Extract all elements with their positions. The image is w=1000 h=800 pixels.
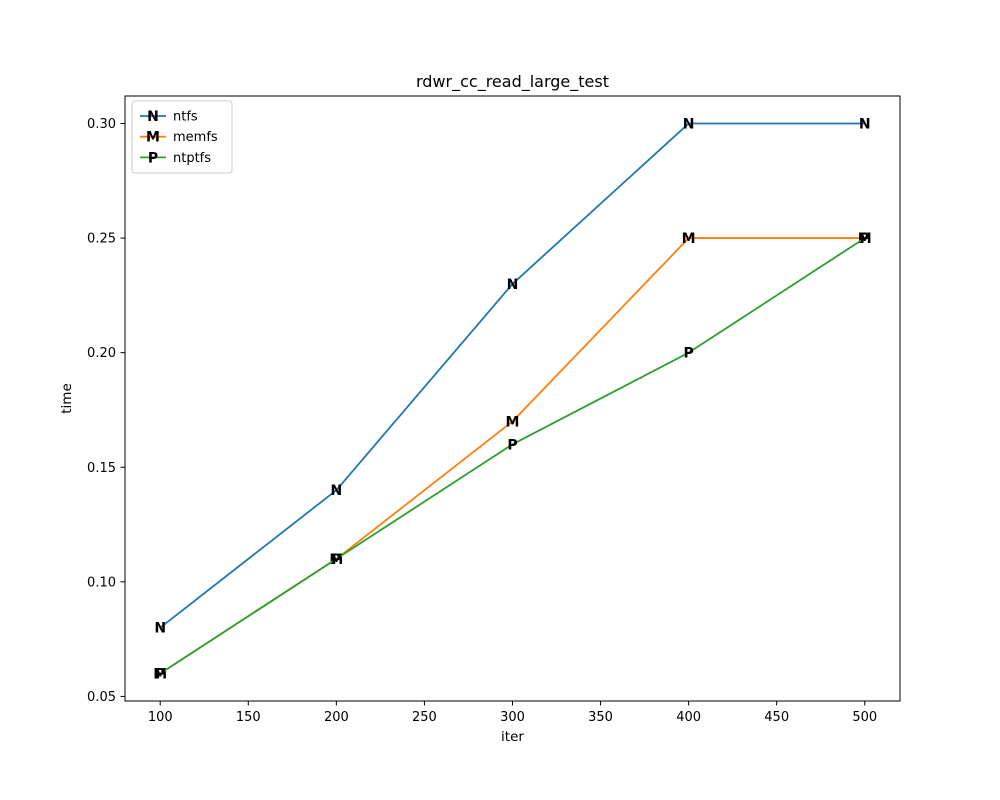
x-tick-label: 350	[588, 710, 613, 725]
x-tick-label: 250	[412, 710, 437, 725]
y-tick-label: 0.20	[87, 346, 116, 361]
series-ntptfs-marker: P	[155, 667, 165, 683]
y-axis: 0.05 0.10 0.15 0.20 0.25 0.30	[87, 117, 125, 705]
x-tick-label: 400	[676, 710, 701, 725]
y-tick-label: 0.30	[87, 117, 116, 132]
x-axis: 100 150 200 250 300 350 400 450 500	[148, 701, 877, 725]
series-memfs-line	[159, 237, 866, 675]
legend-label: ntptfs	[173, 151, 211, 166]
series-ntptfs-line	[159, 237, 866, 675]
x-tick-label: 100	[148, 710, 173, 725]
series-ntptfs-marker: P	[507, 437, 517, 453]
x-tick-label: 300	[500, 710, 525, 725]
plot-border	[124, 95, 901, 702]
series-memfs-marker: M	[682, 231, 696, 247]
legend-label: memfs	[173, 130, 218, 145]
x-tick-label: 150	[236, 710, 261, 725]
x-tick-label: 500	[852, 710, 877, 725]
legend-marker-P: P	[148, 150, 158, 166]
series-ntfs-marker: N	[154, 621, 166, 637]
series-memfs-marker: M	[506, 414, 520, 430]
series-ntptfs-marker: P	[684, 346, 694, 362]
legend-label: ntfs	[173, 110, 198, 125]
series-ntfs-marker: N	[859, 117, 871, 133]
y-tick-label: 0.05	[87, 690, 116, 705]
y-tick-label: 0.10	[87, 575, 116, 590]
chart-title: rdwr_cc_read_large_test	[416, 72, 609, 92]
series-ntptfs-marker: P	[331, 552, 341, 568]
y-axis-label: time	[59, 383, 75, 414]
series-ntfs-marker: N	[683, 117, 695, 133]
x-tick-label: 450	[764, 710, 789, 725]
x-tick-label: 200	[324, 710, 349, 725]
series-ntptfs: P P P P P	[155, 231, 870, 682]
series-ntfs-line	[159, 122, 866, 629]
legend-marker-N: N	[147, 109, 159, 125]
x-axis-label: iter	[501, 729, 524, 745]
legend-marker-M: M	[146, 130, 160, 146]
y-tick-label: 0.15	[87, 461, 116, 476]
series-ntfs-marker: N	[507, 277, 519, 293]
series-ntfs-marker: N	[331, 483, 343, 499]
series-ntfs: N N N N N	[154, 117, 870, 637]
series-ntptfs-marker: P	[860, 231, 870, 247]
legend-box	[131, 100, 233, 174]
y-tick-label: 0.25	[87, 232, 116, 247]
